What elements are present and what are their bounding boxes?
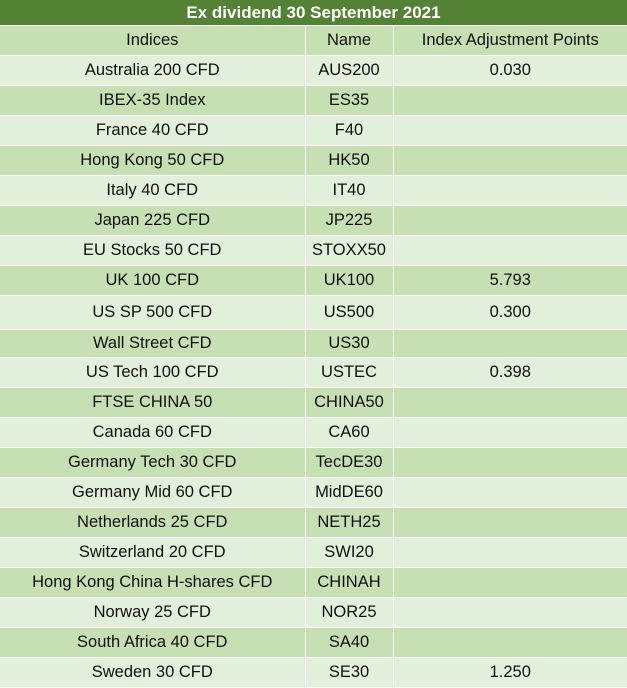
table-row: Italy 40 CFD IT40 [0, 175, 627, 206]
name-cell: SA40 [305, 627, 394, 658]
name-cell: NETH25 [305, 507, 394, 538]
index-cell: EU Stocks 50 CFD [0, 235, 306, 266]
adjustment-points-cell [393, 329, 627, 358]
dividend-table: Indices Name Index Adjustment Points Aus… [0, 26, 627, 688]
name-cell: TecDE30 [305, 447, 394, 478]
adjustment-points-cell [393, 417, 627, 448]
name-cell: IT40 [305, 175, 394, 206]
index-cell: Switzerland 20 CFD [0, 537, 306, 568]
adjustment-points-cell [393, 145, 627, 176]
index-cell: Italy 40 CFD [0, 175, 306, 206]
header-row: Indices Name Index Adjustment Points [0, 26, 627, 56]
adjustment-points-cell [393, 597, 627, 628]
table-row: Canada 60 CFD CA60 [0, 417, 627, 448]
table-row: EU Stocks 50 CFD STOXX50 [0, 235, 627, 266]
index-cell: France 40 CFD [0, 115, 306, 146]
table-row: Norway 25 CFD NOR25 [0, 597, 627, 628]
adjustment-points-cell [393, 627, 627, 658]
index-cell: Japan 225 CFD [0, 205, 306, 236]
name-cell: AUS200 [305, 55, 394, 86]
table-row: Germany Tech 30 CFD TecDE30 [0, 447, 627, 478]
index-cell: Hong Kong China H-shares CFD [0, 567, 306, 598]
name-cell: NOR25 [305, 597, 394, 628]
name-cell: MidDE60 [305, 477, 394, 508]
index-cell: US Tech 100 CFD [0, 357, 306, 388]
name-cell: SWI20 [305, 537, 394, 568]
name-cell: US30 [305, 329, 394, 358]
table-row: US Tech 100 CFD USTEC 0.398 [0, 357, 627, 388]
table-row: Netherlands 25 CFD NETH25 [0, 507, 627, 538]
adjustment-points-cell [393, 235, 627, 266]
table-row: Japan 225 CFD JP225 [0, 205, 627, 236]
table-row: Hong Kong China H-shares CFD CHINAH [0, 567, 627, 598]
table-row: France 40 CFD F40 [0, 115, 627, 146]
index-cell: Australia 200 CFD [0, 55, 306, 86]
adjustment-points-cell [393, 205, 627, 236]
adjustment-points-cell [393, 85, 627, 116]
index-cell: FTSE CHINA 50 [0, 387, 306, 418]
adjustment-points-cell: 5.793 [393, 265, 627, 296]
index-cell: IBEX-35 Index [0, 85, 306, 116]
index-cell: Germany Mid 60 CFD [0, 477, 306, 508]
name-cell: CA60 [305, 417, 394, 448]
name-cell: UK100 [305, 265, 394, 296]
name-cell: STOXX50 [305, 235, 394, 266]
adjustment-points-cell [393, 115, 627, 146]
index-cell: US SP 500 CFD [0, 295, 306, 330]
table-row: Hong Kong 50 CFD HK50 [0, 145, 627, 176]
adjustment-points-cell [393, 447, 627, 478]
index-cell: Netherlands 25 CFD [0, 507, 306, 538]
name-cell: CHINA50 [305, 387, 394, 418]
table-row: Australia 200 CFD AUS200 0.030 [0, 55, 627, 86]
table-body: Australia 200 CFD AUS200 0.030 IBEX-35 Inde… [0, 55, 627, 688]
adjustment-points-cell [393, 175, 627, 206]
adjustment-points-cell: 0.398 [393, 357, 627, 388]
adjustment-points-cell: 0.300 [393, 295, 627, 330]
table-row: Germany Mid 60 CFD MidDE60 [0, 477, 627, 508]
adjustment-points-cell [393, 567, 627, 598]
name-cell: JP225 [305, 205, 394, 236]
adjustment-points-cell [393, 477, 627, 508]
index-cell: Germany Tech 30 CFD [0, 447, 306, 478]
name-cell: USTEC [305, 357, 394, 388]
name-cell: F40 [305, 115, 394, 146]
table-row: Wall Street CFD US30 [0, 329, 627, 358]
table-row: UK 100 CFD UK100 5.793 [0, 265, 627, 296]
index-cell: UK 100 CFD [0, 265, 306, 296]
header-adjustment-points: Index Adjustment Points [393, 26, 627, 56]
sheet-title: Ex dividend 30 September 2021 [0, 0, 627, 26]
table-row: US SP 500 CFD US500 0.300 [0, 295, 627, 330]
index-cell: Hong Kong 50 CFD [0, 145, 306, 176]
index-cell: South Africa 40 CFD [0, 627, 306, 658]
header-indices: Indices [0, 26, 306, 56]
table-row: Switzerland 20 CFD SWI20 [0, 537, 627, 568]
adjustment-points-cell [393, 507, 627, 538]
table-row: FTSE CHINA 50 CHINA50 [0, 387, 627, 418]
name-cell: US500 [305, 295, 394, 330]
adjustment-points-cell: 0.030 [393, 55, 627, 86]
table-row: South Africa 40 CFD SA40 [0, 627, 627, 658]
header-name: Name [305, 26, 394, 56]
index-cell: Wall Street CFD [0, 329, 306, 358]
name-cell: HK50 [305, 145, 394, 176]
adjustment-points-cell [393, 387, 627, 418]
table-row: IBEX-35 Index ES35 [0, 85, 627, 116]
index-cell: Norway 25 CFD [0, 597, 306, 628]
index-cell: Canada 60 CFD [0, 417, 306, 448]
name-cell: CHINAH [305, 567, 394, 598]
adjustment-points-cell [393, 537, 627, 568]
name-cell: ES35 [305, 85, 394, 116]
